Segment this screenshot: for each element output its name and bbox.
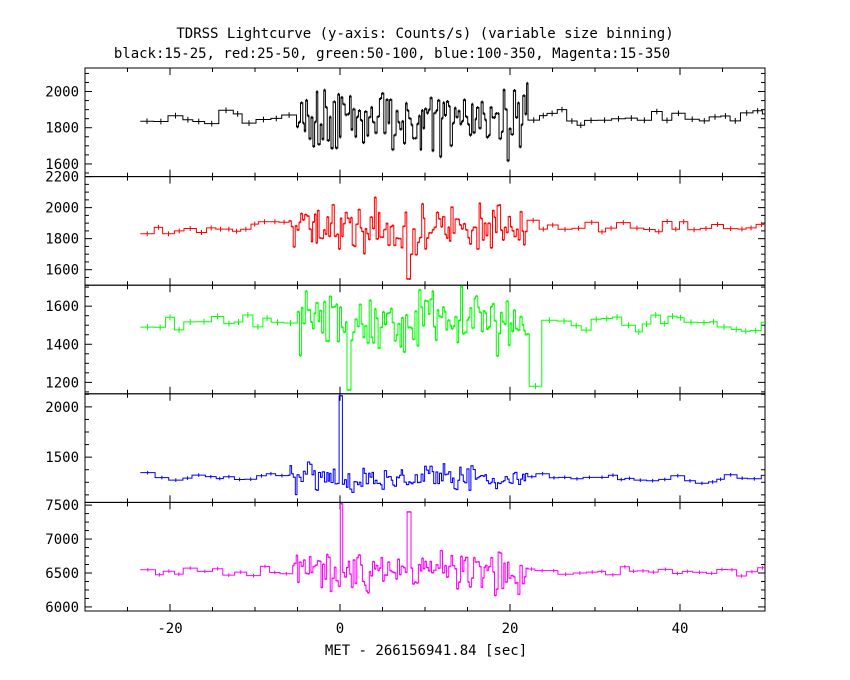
y-tick-label: 1600 [45, 157, 79, 173]
x-axis-label: MET - 266156941.84 [sec] [325, 643, 527, 659]
y-tick-label: 2200 [45, 170, 79, 186]
x-tick-label: 20 [502, 621, 519, 637]
chart-subtitle: black:15-25, red:25-50, green:50-100, bl… [114, 46, 670, 62]
chart-title: TDRSS Lightcurve (y-axis: Counts/s) (var… [176, 26, 673, 42]
panel-2: 1200 1400 1600 [45, 284, 766, 395]
y-tick-label: 6500 [45, 566, 79, 582]
panel-3: 1500 2000 [45, 393, 766, 503]
y-tick-label: 7000 [45, 532, 79, 548]
panel-0: 1600 1800 2000 [45, 67, 766, 178]
panel-1: 1600 1800 2000 2200 [45, 170, 766, 286]
series-line [140, 82, 765, 162]
x-tick-labels: -20 0 20 40 [157, 621, 688, 637]
y-tick-label: 1400 [45, 337, 79, 353]
series-line [140, 503, 765, 597]
series-line [140, 196, 765, 280]
series-line [140, 286, 765, 391]
x-tick-label: -20 [157, 621, 182, 637]
y-tick-label: 1800 [45, 121, 79, 137]
x-tick-label: 40 [672, 621, 689, 637]
y-tick-label: 1800 [45, 232, 79, 248]
panels-group: 1600 1800 2000 1600 1800 2000 2200 1200 1400 1600… [45, 67, 766, 616]
y-tick-label: 1200 [45, 375, 79, 391]
y-tick-label: 1600 [45, 263, 79, 279]
y-tick-label: 1500 [45, 450, 79, 466]
y-tick-label: 2000 [45, 201, 79, 217]
y-tick-label: 7500 [45, 498, 79, 514]
panel-frame [84, 393, 766, 503]
y-tick-label: 1600 [45, 299, 79, 315]
series-line [140, 395, 765, 496]
panel-frame [84, 501, 766, 612]
y-tick-label: 2000 [45, 85, 79, 101]
y-tick-label: 6000 [45, 600, 79, 616]
x-tick-label: 0 [336, 621, 344, 637]
y-tick-label: 2000 [45, 400, 79, 416]
panel-4: 6000 6500 7000 7500 [45, 498, 766, 616]
